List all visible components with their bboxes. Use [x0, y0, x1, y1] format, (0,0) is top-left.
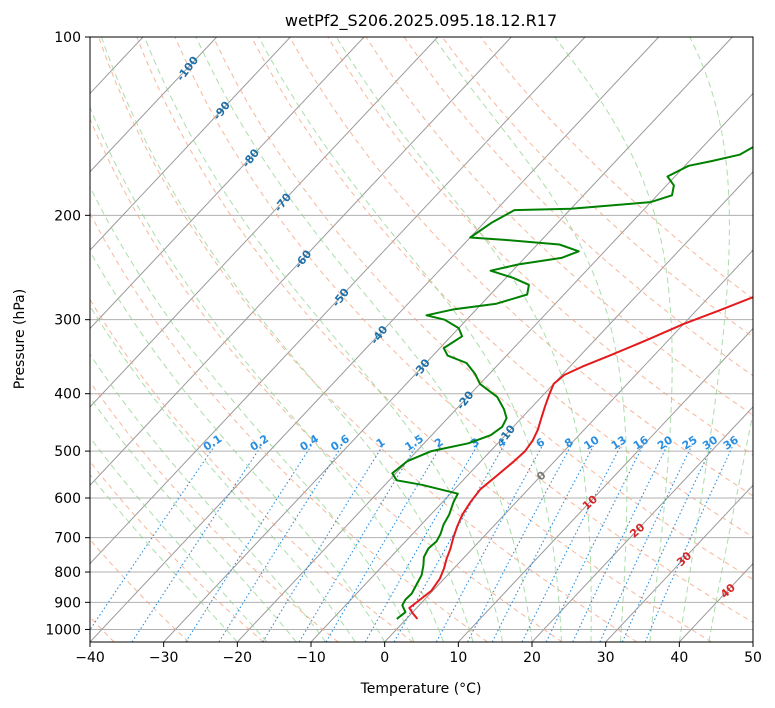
moist-adiabat — [433, 37, 628, 642]
moist-adiabat — [90, 353, 327, 642]
isotherm-line — [90, 37, 512, 486]
dry-adiabat — [90, 460, 264, 642]
moist-adiabat — [335, 37, 592, 642]
moist-adiabat — [258, 37, 562, 642]
x-tick-label: 50 — [744, 650, 762, 666]
chart-title: wetPf2_S206.2025.095.18.12.R17 — [285, 11, 557, 31]
temperature-profile — [408, 296, 753, 620]
moist-adiabat — [90, 396, 297, 642]
dry-adiabat — [403, 37, 753, 377]
y-tick-label: 600 — [54, 491, 81, 507]
isotherm-line — [605, 484, 753, 642]
dry-adiabat — [90, 117, 563, 642]
dry-adiabats — [90, 37, 753, 642]
x-tick-label: −40 — [75, 650, 105, 666]
dry-adiabat — [90, 212, 488, 642]
mixing-ratio-line — [131, 445, 262, 642]
y-tick-label: 300 — [54, 313, 81, 329]
dry-adiabat — [212, 37, 753, 581]
y-tick-label: 900 — [54, 595, 81, 611]
isotherm-line — [0, 37, 69, 642]
moist-adiabat — [678, 37, 730, 642]
isotherm-line — [752, 641, 753, 642]
mixing-ratio-line — [298, 445, 417, 642]
x-tick-label: −30 — [149, 650, 179, 666]
mixing-ratio-line — [262, 445, 383, 642]
isotherm-line — [457, 327, 753, 642]
plot-background — [90, 37, 753, 642]
mixing-ratio-line — [644, 445, 734, 642]
moist-adiabat — [195, 37, 533, 642]
x-tick-label: −10 — [296, 650, 326, 666]
moist-adiabat — [90, 106, 445, 642]
dry-adiabat — [136, 37, 712, 642]
dry-adiabat — [480, 37, 753, 300]
dry-adiabat — [250, 37, 753, 538]
y-tick-label: 400 — [54, 387, 81, 403]
moist-adiabat — [90, 305, 356, 642]
dry-adiabat — [98, 37, 638, 642]
isotherm-line — [90, 37, 439, 408]
moist-adiabat — [90, 473, 238, 642]
mixing-ratio-line — [572, 445, 668, 642]
mixing-ratio-line — [218, 445, 343, 642]
mixing-ratio-line — [545, 445, 644, 642]
y-tick-label: 100 — [54, 30, 81, 46]
x-axis-label: Temperature (°C) — [360, 681, 482, 697]
dewpoint-profile — [391, 145, 753, 620]
x-tick-label: 10 — [449, 650, 467, 666]
isotherm-line — [90, 37, 291, 251]
isotherm-line — [163, 37, 733, 642]
moist-adiabats — [90, 37, 753, 642]
moist-adiabat — [708, 410, 753, 642]
dry-adiabat — [90, 298, 414, 642]
isotherm-line — [90, 37, 660, 642]
isotherm-line — [384, 249, 753, 642]
x-axis-ticks: −40 −30 −20 −10 0 10 20 30 40 50 — [75, 642, 762, 666]
moist-adiabat — [90, 250, 386, 642]
isotherm-line — [310, 171, 753, 642]
mixing-ratio-line — [325, 445, 442, 642]
y-tick-label: 200 — [54, 208, 81, 224]
x-tick-label: 0 — [380, 650, 389, 666]
moist-adiabat — [90, 436, 268, 642]
mixing-ratio-line — [521, 445, 622, 642]
isotherm-line — [531, 406, 753, 642]
y-tick-label: 1000 — [45, 622, 81, 638]
x-tick-label: 40 — [670, 650, 688, 666]
sounding-profiles — [391, 145, 753, 620]
mixing-ratio-line — [185, 445, 312, 642]
plot-frame — [89, 36, 754, 643]
moist-adiabat — [554, 37, 673, 642]
x-tick-label: −20 — [223, 650, 253, 666]
y-tick-label: 500 — [54, 444, 81, 460]
isotherm-line — [90, 37, 218, 173]
mixing-ratio-line — [90, 445, 215, 631]
dry-adiabat — [365, 37, 753, 416]
x-tick-label: 30 — [597, 650, 615, 666]
dry-adiabat — [174, 37, 753, 624]
mixing-ratio-line — [491, 445, 594, 642]
y-axis-label: Pressure (hPa) — [12, 289, 28, 389]
moist-adiabat — [101, 37, 474, 642]
y-axis-ticks: 100 200 300 400 500 600 700 800 900 1000 — [45, 30, 90, 638]
moist-adiabat — [144, 37, 503, 642]
isotherm-line — [236, 92, 753, 642]
y-tick-label: 800 — [54, 565, 81, 581]
y-tick-label: 700 — [54, 531, 81, 547]
isotherm-line — [90, 37, 586, 565]
x-tick-label: 20 — [523, 650, 541, 666]
